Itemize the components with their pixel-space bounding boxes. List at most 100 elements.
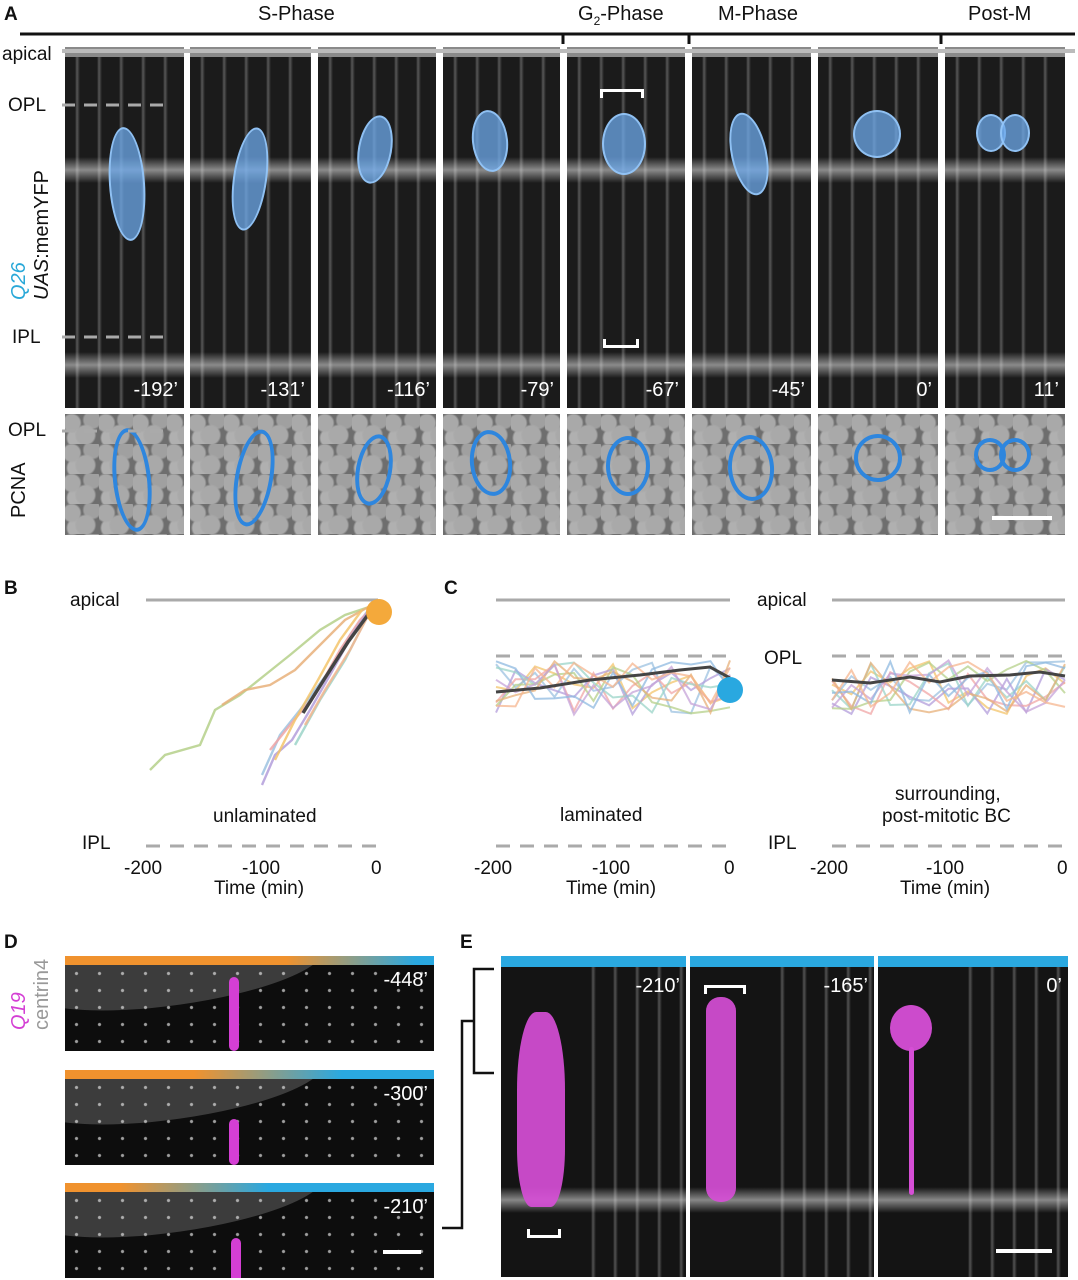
timelapse-frame: 0’ [818,47,938,408]
centrin-frame: -448’ [65,965,434,1051]
category-laminated: laminated [560,805,643,826]
q19-cell [229,977,239,1051]
panel-letter-e: E [460,932,473,953]
q19-cell [706,997,736,1202]
xlabel-b: Time (min) [214,878,305,899]
tick-c-r2: -100 [926,858,965,879]
panel-letter-b: B [4,578,18,599]
timelapse-frame: -67’ [567,47,685,408]
timepoint-label: -116’ [387,379,430,401]
tick-b-2: -100 [242,858,281,879]
trajectory-line [831,659,1066,715]
phase-header-lines [20,32,1075,44]
phase-m-label: M-Phase [718,3,799,25]
g2-bracket-bottom [603,339,639,348]
timepoint-label: -210’ [383,1196,428,1218]
panel-b-trajectories [146,598,392,848]
trajectory-line [831,660,1066,709]
timepoint-label: -165’ [823,975,868,997]
timepoint-label: -210’ [635,975,680,997]
q19-process [909,1047,914,1195]
trajectory-line [221,603,373,707]
xlabel-c-left: Time (min) [566,878,657,899]
timelapse-frame-e: -165’ [690,967,874,1277]
trajectory-line [495,663,731,717]
centrin4-label: centrin4 [31,958,53,1030]
trajectory-line [831,661,1066,714]
centrin-frame: -210’ [65,1192,434,1278]
pcna-frame [318,414,436,535]
tick-b-1: -200 [124,858,163,879]
q19-cell [229,1119,239,1165]
centrin-frame: -300’ [65,1079,434,1165]
category-unlaminated: unlaminated [213,806,317,827]
trajectory-line [831,660,1066,716]
ipl-label-b: IPL [82,833,111,854]
timelapse-frame: -131’ [190,47,311,408]
mean-trajectory-surrounding [831,670,1066,685]
panel-letter-c: C [444,578,458,599]
tick-c-l2: -100 [592,858,631,879]
apical-label-b: apical [70,590,120,611]
timelapse-frame: 11’ [945,47,1065,408]
trajectory-line [831,660,1066,707]
tick-c-r1: -200 [810,858,849,879]
phase-g2-suffix: -Phase [600,3,664,25]
phase-post-label: Post-M [968,3,1032,25]
apical-label-c: apical [757,590,807,611]
time-color-bar [501,956,686,967]
e-bracket-top [704,985,746,994]
pcna-ring [606,436,650,496]
e-bracket-bottom [527,1229,561,1238]
d-e-connector [442,967,494,1230]
cell-body [976,114,1006,152]
panel-letter-d: D [4,932,18,953]
phase-g2-prefix: G [578,3,594,25]
timepoint-label: -79’ [520,379,554,401]
pcna-frame [190,414,311,535]
pcna-frame [443,414,560,535]
mean-trajectory-laminated [495,665,731,694]
timelapse-frame-e: -210’ [501,967,686,1277]
tick-c-r3: 0 [1057,858,1068,879]
panel-c-trajectories [495,598,1066,848]
xlabel-c-right: Time (min) [900,878,991,899]
category-surrounding-2: post-mitotic BC [882,806,1011,827]
scale-bar-a [992,516,1052,520]
mitosis-marker [366,599,392,625]
timepoint-label: 0’ [1046,975,1062,997]
timepoint-label: 11’ [1033,379,1059,401]
ipl-label-a: IPL [12,327,41,348]
timelapse-frame-e: 0’ [878,967,1068,1277]
category-surrounding-1: surrounding, [895,784,1001,805]
scale-bar-d [383,1250,421,1254]
tick-c-l3: 0 [724,858,735,879]
timelapse-frame: -45’ [692,47,811,408]
time-color-bar [65,1183,434,1192]
panel-letter-a: A [4,4,18,25]
trajectory-line [149,603,376,771]
trajectory-line [495,660,731,710]
q19-centrin-label: Q19 centrin4 [8,959,54,1030]
q19-cell [890,1005,932,1051]
cell-body [853,110,901,158]
time-color-bar [878,956,1068,967]
q19-label: Q19 [8,992,30,1030]
timelapse-frame: -79’ [443,47,560,408]
mean-trajectory [301,610,372,714]
pcna-frame [567,414,685,535]
pcna-ring [854,434,902,482]
pcna-frame [65,414,184,535]
phase-g2-label: G2-Phase [578,3,664,28]
tick-c-l1: -200 [474,858,513,879]
mitosis-marker [717,677,743,703]
timepoint-label: -192’ [133,379,178,401]
timelapse-frame: -116’ [318,47,436,408]
time-color-bar [65,1070,434,1079]
timelapse-frame: -192’ [65,47,184,408]
trajectory-line [273,609,363,761]
phase-g2-sub: 2 [593,14,601,28]
cell-body [602,113,646,175]
time-color-bar [65,956,434,965]
cell-body [1000,114,1030,152]
